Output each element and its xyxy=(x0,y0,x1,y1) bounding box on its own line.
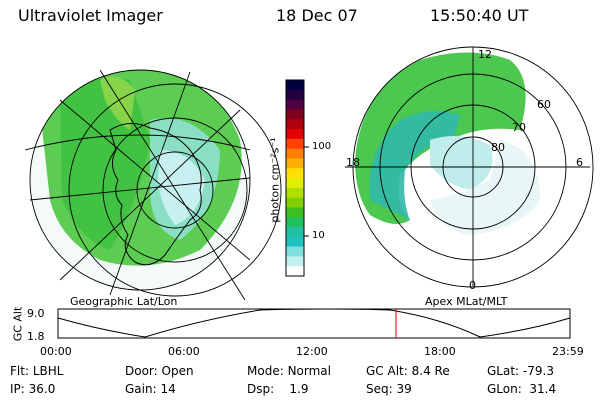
magnetic-image-panel xyxy=(345,46,594,288)
colorbar-swatch xyxy=(286,236,304,248)
colorbar-swatch xyxy=(286,109,304,120)
mlt-label-12: 12 xyxy=(478,48,492,61)
filter-status: Flt: LBHL xyxy=(10,364,64,378)
altitude-tick-max: 9.0 xyxy=(27,307,45,320)
colorbar-swatch xyxy=(286,158,304,169)
colorbar-swatch xyxy=(286,168,304,179)
mlt-label-0: 0 xyxy=(469,279,476,292)
colorbar-swatch xyxy=(286,256,304,267)
altitude-curve xyxy=(57,308,571,338)
mlt-label-6: 6 xyxy=(576,156,583,169)
altitude-plot xyxy=(57,308,571,339)
mlt-label-18: 18 xyxy=(346,156,360,169)
colorbar xyxy=(285,79,309,277)
magnetic-caption: Apex MLat/MLT xyxy=(425,295,508,308)
mlat-label-80: 80 xyxy=(491,141,505,154)
colorbar-swatch xyxy=(286,217,304,228)
colorbar-swatch xyxy=(286,266,304,277)
colorbar-tick-100: 100 xyxy=(312,141,332,152)
time-tick-0600: 06:00 xyxy=(168,345,200,358)
colorbar-swatch xyxy=(286,207,304,218)
time-tick-0000: 00:00 xyxy=(40,345,72,358)
colorbar-unit-label: photon cm⁻²s⁻¹ xyxy=(268,137,282,223)
mlat-label-60: 60 xyxy=(537,98,551,111)
dsp-status: Dsp: 1.9 xyxy=(247,382,309,396)
colorbar-swatch xyxy=(286,89,304,101)
glat-status: GLat: -79.3 xyxy=(487,364,554,378)
time-tick-1200: 12:00 xyxy=(296,345,328,358)
colorbar-swatch xyxy=(286,138,304,150)
glon-status: GLon: 31.4 xyxy=(487,382,557,396)
altitude-axis-label: GC Alt xyxy=(11,306,25,342)
time-tick-1800: 18:00 xyxy=(424,345,456,358)
colorbar-swatch xyxy=(286,187,304,199)
colorbar-swatch xyxy=(286,246,304,257)
geographic-grid xyxy=(24,69,282,301)
colorbar-swatch xyxy=(286,80,304,91)
date-label: 18 Dec 07 xyxy=(276,6,358,25)
colorbar-tick-10: 10 xyxy=(312,230,325,241)
colorbar-swatch xyxy=(286,99,304,110)
colorbar-swatch xyxy=(286,178,304,189)
altitude-tick-min: 1.8 xyxy=(27,330,45,343)
mlat-label-70: 70 xyxy=(512,121,526,134)
geographic-image-panel xyxy=(24,69,282,301)
time-tick-2359: 23:59 xyxy=(552,345,584,358)
gc-alt-status: GC Alt: 8.4 Re xyxy=(366,364,450,378)
colorbar-swatch xyxy=(286,227,304,238)
seq-status: Seq: 39 xyxy=(366,382,412,396)
time-label: 15:50:40 UT xyxy=(430,6,529,25)
mode-status: Mode: Normal xyxy=(247,364,331,378)
gain-status: Gain: 14 xyxy=(125,382,176,396)
ip-status: IP: 36.0 xyxy=(10,382,56,396)
door-status: Door: Open xyxy=(125,364,194,378)
geographic-caption: Geographic Lat/Lon xyxy=(70,295,178,308)
colorbar-swatch xyxy=(286,197,304,208)
colorbar-swatch xyxy=(286,148,304,159)
instrument-title: Ultraviolet Imager xyxy=(18,6,163,25)
colorbar-swatch xyxy=(286,129,304,140)
colorbar-swatch xyxy=(286,119,304,130)
coastline xyxy=(109,123,202,266)
magnetic-grid xyxy=(345,46,594,288)
